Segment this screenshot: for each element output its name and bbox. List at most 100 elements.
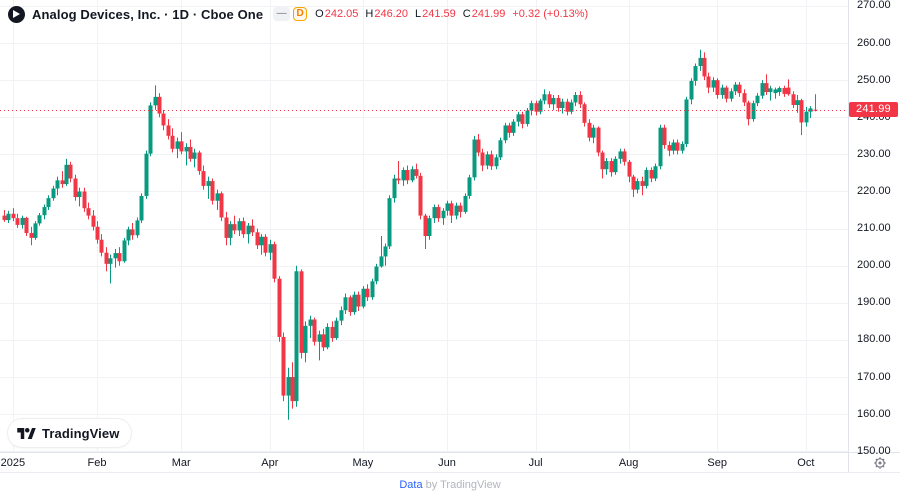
- candle-body: [702, 57, 707, 77]
- candle-body: [161, 113, 166, 126]
- legend-low: L 241.59: [414, 8, 456, 20]
- legend-high: H 246.20: [365, 8, 408, 20]
- candle-body: [11, 213, 16, 219]
- candle-body: [786, 87, 791, 95]
- candle-body: [303, 325, 308, 353]
- candle-body: [791, 94, 796, 106]
- candle-body: [436, 207, 441, 219]
- candle-body: [689, 80, 694, 100]
- attribution: Data by TradingView: [0, 479, 900, 491]
- candle-body: [658, 127, 663, 167]
- candle-body: [20, 217, 25, 225]
- candle-body: [560, 101, 565, 108]
- candle-body: [578, 95, 583, 105]
- candle-body: [542, 94, 547, 101]
- candle-body: [241, 221, 246, 235]
- candle-body: [144, 153, 149, 196]
- candle-body: [170, 135, 175, 149]
- settings-button[interactable]: [871, 455, 889, 471]
- candle-body: [414, 169, 419, 176]
- candle-body: [472, 139, 477, 178]
- candle-body: [698, 57, 703, 67]
- candle-body: [232, 224, 237, 231]
- time-axis-border: [0, 452, 900, 453]
- candle-body: [724, 87, 729, 99]
- play-icon: [13, 10, 20, 18]
- candle-body: [148, 105, 153, 154]
- candle-body: [15, 218, 20, 225]
- candle-body: [410, 169, 415, 181]
- candle-body: [503, 125, 508, 141]
- interval-badge[interactable]: D: [293, 7, 308, 21]
- widget-bottom-border: [0, 472, 900, 473]
- candle-body: [201, 171, 206, 186]
- candle-body: [263, 236, 268, 253]
- candle-body: [622, 151, 627, 162]
- candle-body: [591, 127, 596, 138]
- candle-body: [224, 217, 229, 238]
- candle-body: [441, 210, 446, 219]
- candle-body: [370, 281, 375, 298]
- candle-body: [489, 154, 494, 167]
- candle-body: [2, 215, 7, 221]
- candle-body: [760, 83, 765, 96]
- attribution-text: by TradingView: [422, 479, 501, 491]
- candle-body: [485, 154, 490, 166]
- candle-body: [631, 176, 636, 190]
- candle-body: [418, 175, 423, 216]
- candle-body: [795, 100, 800, 106]
- price-tick-label: 230.00: [857, 147, 891, 160]
- candle-body: [197, 152, 202, 172]
- price-scale[interactable]: 270.00260.00250.00240.00230.00220.00210.…: [849, 0, 900, 457]
- candle-body: [635, 181, 640, 190]
- candle-body: [751, 103, 756, 120]
- candle-body: [73, 178, 78, 198]
- candle-body: [179, 141, 184, 152]
- candle-body: [330, 326, 335, 339]
- candle-body: [445, 203, 450, 211]
- time-tick-label: Aug: [618, 457, 639, 469]
- candle-body: [343, 297, 348, 311]
- candle-body: [729, 91, 734, 99]
- candle-body: [516, 114, 521, 122]
- time-tick-label: Mar: [171, 457, 191, 469]
- candle-body: [55, 180, 60, 189]
- candlestick-chart[interactable]: [0, 0, 900, 452]
- candle-body: [175, 141, 180, 149]
- candle-body: [538, 100, 543, 112]
- candle-body: [711, 80, 716, 88]
- data-link[interactable]: Data: [399, 479, 423, 491]
- tradingview-logo-icon: [17, 427, 36, 439]
- candle-body: [476, 139, 481, 153]
- candle-body: [627, 161, 632, 177]
- time-scale[interactable]: 2025 Feb Mar Apr May Jun Jul Aug Sep Oct: [0, 453, 848, 472]
- bar-style-button[interactable]: —: [273, 7, 291, 21]
- candle-body: [671, 142, 676, 151]
- candle-body: [192, 152, 197, 159]
- candle-body: [383, 246, 388, 257]
- candle-body: [219, 193, 224, 218]
- candle-body: [374, 266, 379, 282]
- candle-body: [423, 215, 428, 237]
- candle-body: [91, 215, 96, 227]
- tradingview-logo[interactable]: TradingView: [8, 419, 132, 447]
- candle-body: [511, 121, 516, 133]
- candle-body: [228, 224, 233, 238]
- candle-body: [392, 178, 397, 199]
- symbol-title[interactable]: Analog Devices, Inc. · 1D · Cboe One: [32, 6, 264, 22]
- candle-body: [135, 220, 140, 236]
- candle-body: [77, 191, 82, 198]
- play-button[interactable]: [8, 5, 25, 23]
- candle-body: [299, 271, 304, 353]
- price-tick-label: 160.00: [857, 407, 891, 420]
- candle-body: [782, 87, 787, 94]
- candle-body: [799, 100, 804, 123]
- candle-body: [773, 89, 778, 94]
- candle-body: [396, 178, 401, 181]
- candle-body: [126, 229, 131, 241]
- last-price-badge: 241.99: [849, 102, 898, 118]
- candle-body: [618, 151, 623, 159]
- candle-body: [600, 152, 605, 170]
- candle-body: [104, 252, 109, 264]
